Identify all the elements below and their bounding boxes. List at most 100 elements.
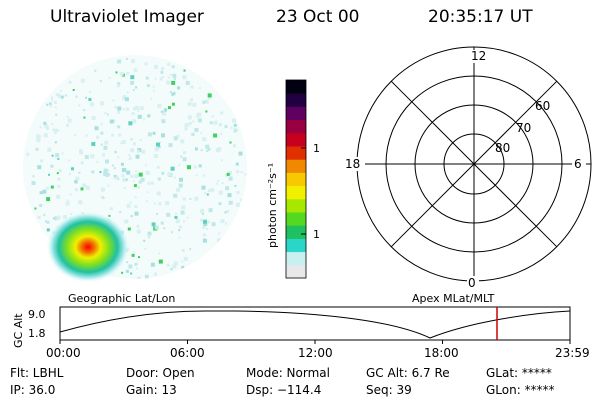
speckle-dot [183, 256, 188, 261]
speckle-dot [147, 114, 151, 118]
speckle-dot [125, 269, 129, 273]
speckle-dot [205, 110, 208, 113]
speckle-dot [35, 147, 39, 151]
speckle-dot [58, 169, 62, 173]
glon-readout: GLon: ***** [486, 383, 555, 397]
speckle-dot [124, 219, 129, 224]
mode-readout: Mode: Normal [246, 366, 330, 380]
speckle-dot [178, 229, 181, 232]
speckle-dot [161, 133, 165, 138]
meridian-diag-2 [390, 80, 558, 248]
speckle-dot [50, 105, 53, 108]
speckle-dot [128, 121, 133, 126]
dsp-readout: Dsp: −114.4 [246, 383, 322, 397]
speckle-dot [216, 182, 219, 185]
speckle-dot [178, 164, 181, 167]
speckle-dot [192, 120, 195, 123]
speckle-dot [67, 118, 72, 123]
speckle-dot [238, 151, 243, 156]
speckle-dot [119, 211, 122, 214]
speckle-dot [180, 139, 185, 144]
colorbar-band [286, 159, 306, 173]
speckle-dot [183, 69, 186, 72]
colorbar-band [286, 172, 306, 187]
speckle-dot [53, 217, 55, 220]
speckle-dot [104, 112, 107, 115]
speckle-dot [191, 132, 195, 136]
glat-readout: GLat: ***** [486, 366, 552, 380]
speckle-dot [227, 170, 232, 175]
speckle-dot [218, 190, 223, 195]
speckle-dot [114, 174, 117, 177]
speckle-dot [79, 150, 84, 155]
speckle-dot [201, 185, 206, 190]
speckle-dot [194, 128, 199, 132]
speckle-dot [180, 210, 185, 215]
speckle-dot [160, 221, 164, 225]
speckle-dot [225, 222, 227, 225]
speckle-dot [117, 59, 122, 64]
timeline-x-tick-0600: 06:00 [170, 346, 205, 360]
speckle-dot [89, 91, 92, 94]
speckle-dot [120, 142, 123, 145]
speckle-dot [146, 84, 150, 88]
speckle-dot [146, 191, 149, 194]
speckle-dot [161, 171, 165, 175]
speckle-dot [167, 172, 172, 177]
speckle-dot [145, 170, 150, 175]
speckle-dot [168, 143, 173, 148]
speckle-dot [100, 143, 103, 146]
timeline-y-axis-label: GC Alt [12, 313, 25, 348]
speckle-dot [176, 187, 181, 192]
lat-label-70: 70 [516, 121, 531, 135]
speckle-dot [156, 191, 161, 196]
speckle-dot [117, 156, 120, 159]
speckle-dot [170, 231, 173, 234]
altitude-curve [59, 310, 571, 339]
speckle-dot [161, 67, 165, 70]
speckle-dot [175, 219, 180, 224]
speckle-dot [157, 145, 161, 149]
speckle-dot [204, 99, 209, 104]
speckle-dot [162, 76, 165, 78]
speckle-dot [154, 272, 157, 276]
speckle-dot [56, 172, 59, 175]
speckle-dot [244, 173, 247, 176]
speckle-dot [46, 103, 49, 106]
speckle-dot [68, 159, 71, 162]
colorbar-band [286, 225, 306, 239]
mlt-label-12: 12 [471, 49, 486, 63]
speckle-dot [178, 236, 181, 239]
speckle-dot [182, 220, 185, 223]
speckle-dot [103, 168, 108, 173]
speckle-dot [34, 207, 37, 210]
speckle-dot [205, 144, 210, 149]
speckle-dot [152, 89, 155, 92]
speckle-dot [96, 135, 100, 139]
speckle-dot [198, 87, 201, 90]
speckle-dot [102, 153, 105, 157]
speckle-dot [80, 161, 84, 165]
speckle-dot [207, 147, 211, 151]
speckle-dot [128, 154, 131, 156]
speckle-dot [129, 201, 132, 204]
speckle-dot [88, 98, 92, 101]
speckle-dot [117, 82, 121, 86]
speckle-dot [151, 222, 156, 227]
speckle-dot [53, 101, 57, 105]
speckle-dot [108, 76, 111, 79]
speckle-dot [85, 96, 87, 99]
speckle-dot [100, 187, 105, 192]
speckle-dot [189, 248, 192, 251]
timeline-x-tick-0000: 00:00 [46, 346, 81, 360]
speckle-dot [218, 232, 220, 235]
timeline-x-tick-1800: 18:00 [424, 346, 459, 360]
speckle-dot [207, 93, 212, 98]
timeline-x-tick-2359: 23:59 [555, 346, 590, 360]
speckle-dot [197, 118, 202, 123]
speckle-dot [126, 170, 131, 175]
colorbar-band [286, 93, 306, 107]
timeline-right-title: Apex MLat/MLT [412, 292, 495, 305]
speckle-dot [156, 165, 160, 169]
speckle-dot [233, 127, 237, 131]
